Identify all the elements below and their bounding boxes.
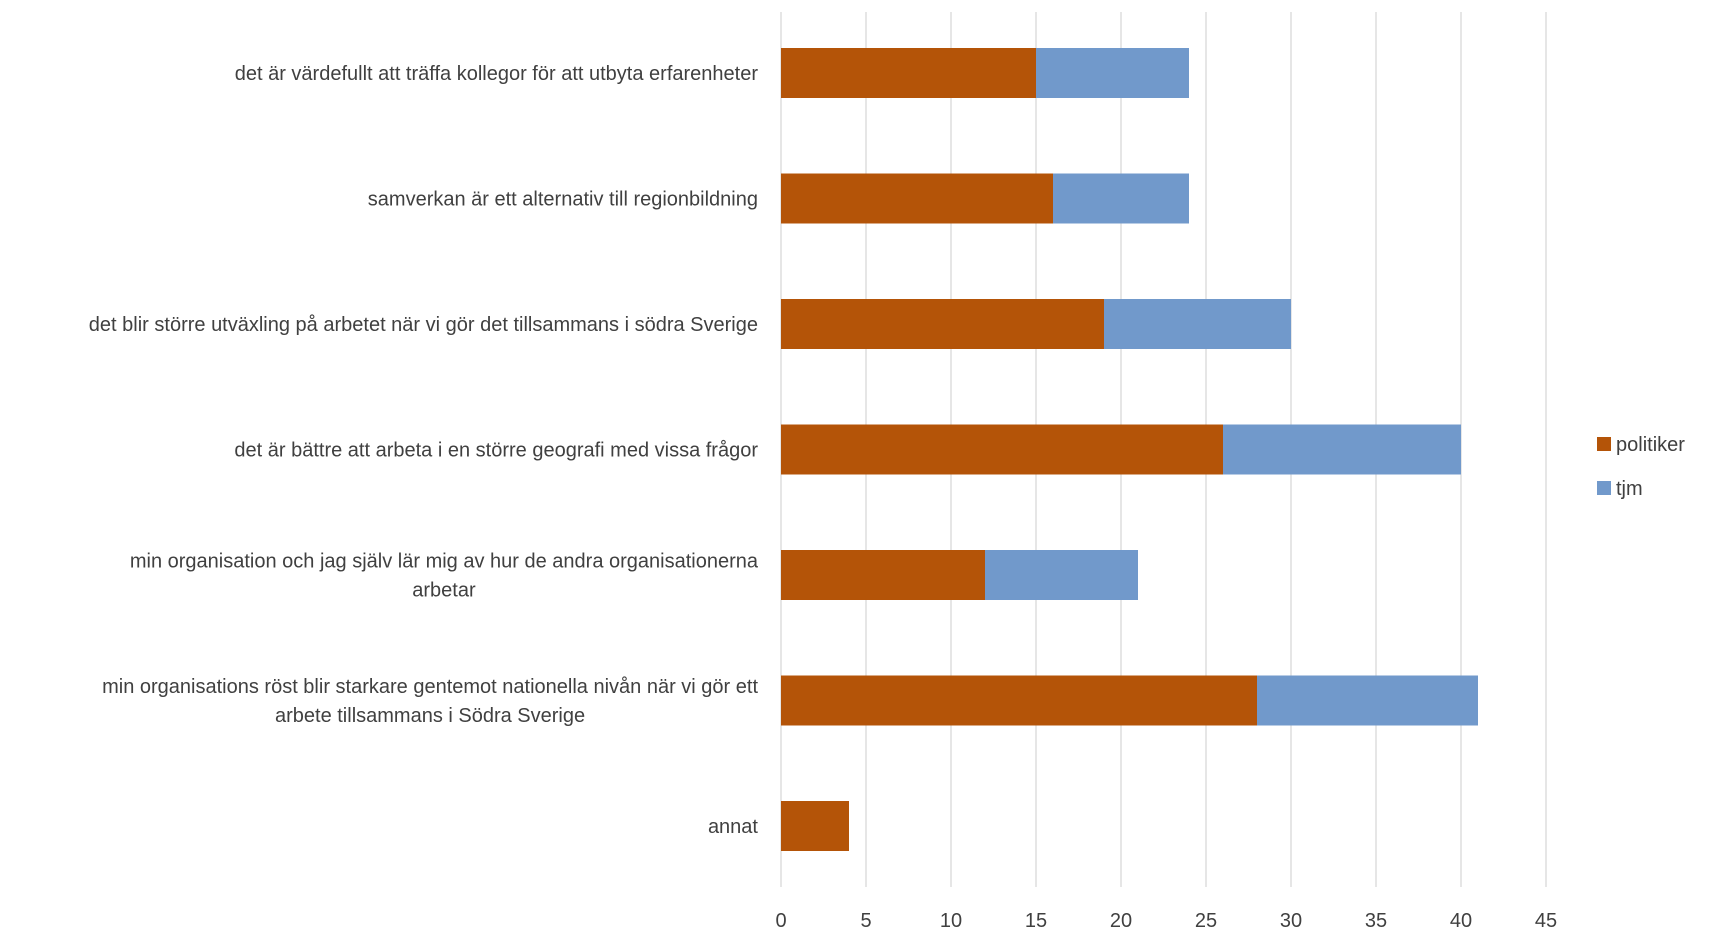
bars xyxy=(781,48,1478,851)
category-label-line2: arbete tillsammans i Södra Sverige xyxy=(275,705,585,727)
legend: politiker tjm xyxy=(1597,434,1685,500)
category-label: det blir större utväxling på arbetet när… xyxy=(89,314,758,336)
category-label: min organisation och jag själv lär mig a… xyxy=(130,551,759,573)
x-tick-label: 30 xyxy=(1280,910,1302,932)
bar-tjm xyxy=(985,550,1138,600)
bar-politiker xyxy=(781,299,1104,349)
category-label: annat xyxy=(708,816,758,838)
bar-tjm xyxy=(1223,424,1461,475)
bar-tjm xyxy=(1257,675,1478,726)
x-tick-label: 10 xyxy=(940,910,962,932)
category-label: samverkan är ett alternativ till regionb… xyxy=(368,189,758,211)
legend-swatch-tjm xyxy=(1597,481,1611,495)
legend-label-tjm: tjm xyxy=(1616,478,1643,500)
bar-politiker xyxy=(781,173,1053,224)
category-label: min organisations röst blir starkare gen… xyxy=(102,676,758,698)
bar-politiker xyxy=(781,48,1036,98)
x-tick-label: 20 xyxy=(1110,910,1132,932)
legend-swatch-politiker xyxy=(1597,437,1611,451)
bar-politiker xyxy=(781,424,1223,475)
bar-politiker xyxy=(781,675,1257,726)
x-tick-label: 5 xyxy=(860,910,871,932)
bar-tjm xyxy=(1053,173,1189,224)
bar-politiker xyxy=(781,801,849,851)
x-axis-tick-labels: 0 5 10 15 20 25 30 35 40 45 xyxy=(775,910,1557,932)
bar-tjm xyxy=(1036,48,1189,98)
x-tick-label: 25 xyxy=(1195,910,1217,932)
legend-label-politiker: politiker xyxy=(1616,434,1685,456)
category-label-line2: arbetar xyxy=(412,580,476,602)
x-tick-label: 40 xyxy=(1450,910,1472,932)
category-label: det är värdefullt att träffa kollegor fö… xyxy=(235,63,759,85)
bar-tjm xyxy=(1104,299,1291,349)
x-tick-label: 0 xyxy=(775,910,786,932)
x-tick-label: 15 xyxy=(1025,910,1047,932)
bar-politiker xyxy=(781,550,985,600)
category-label: det är bättre att arbeta i en större geo… xyxy=(234,440,758,462)
x-tick-label: 35 xyxy=(1365,910,1387,932)
category-labels: det är värdefullt att träffa kollegor fö… xyxy=(89,63,759,838)
x-tick-label: 45 xyxy=(1535,910,1557,932)
